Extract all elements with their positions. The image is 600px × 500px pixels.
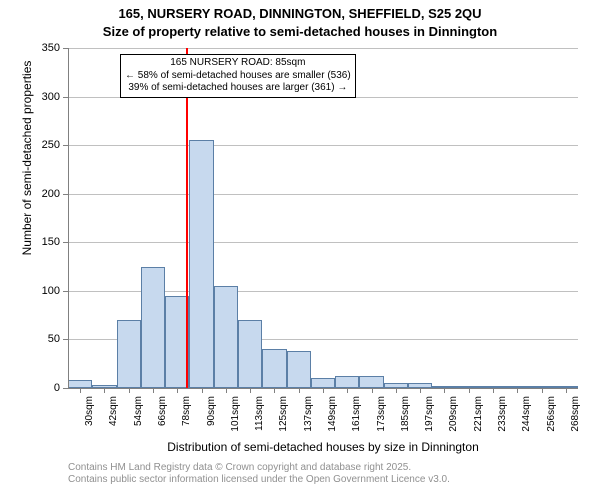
- x-tick-label: 268sqm: [570, 396, 581, 456]
- property-size-histogram: 165, NURSERY ROAD, DINNINGTON, SHEFFIELD…: [0, 0, 600, 500]
- x-tick-label: 221sqm: [473, 396, 484, 456]
- histogram-bar: [214, 286, 238, 388]
- x-tick-label: 185sqm: [400, 396, 411, 456]
- x-tick-label: 54sqm: [133, 396, 144, 456]
- x-tick-label: 197sqm: [424, 396, 435, 456]
- x-tick-label: 78sqm: [181, 396, 192, 456]
- x-tick-label: 149sqm: [327, 396, 338, 456]
- y-axis-line: [68, 48, 69, 388]
- histogram-bar: [117, 320, 141, 388]
- attribution-line1: Contains HM Land Registry data © Crown c…: [68, 462, 450, 474]
- callout-line2: ← 58% of semi-detached houses are smalle…: [125, 70, 351, 83]
- y-tick-label: 50: [30, 333, 60, 345]
- y-tick-label: 300: [30, 91, 60, 103]
- x-tick-label: 173sqm: [376, 396, 387, 456]
- x-tick-label: 101sqm: [230, 396, 241, 456]
- y-tick-label: 350: [30, 42, 60, 54]
- histogram-bar: [311, 378, 335, 388]
- chart-title-line2: Size of property relative to semi-detach…: [0, 24, 600, 39]
- y-tick-label: 0: [30, 382, 60, 394]
- histogram-bar: [189, 140, 213, 388]
- callout-line1: 165 NURSERY ROAD: 85sqm: [125, 57, 351, 70]
- callout-line3: 39% of semi-detached houses are larger (…: [125, 82, 351, 95]
- y-tick-label: 200: [30, 188, 60, 200]
- attribution: Contains HM Land Registry data © Crown c…: [68, 462, 450, 486]
- x-tick-label: 113sqm: [254, 396, 265, 456]
- y-tick-label: 150: [30, 236, 60, 248]
- x-tick-label: 30sqm: [84, 396, 95, 456]
- gridline: [68, 194, 578, 195]
- x-tick-label: 161sqm: [351, 396, 362, 456]
- histogram-bar: [335, 376, 359, 388]
- plot-area: [68, 48, 578, 388]
- x-axis-line: [68, 388, 578, 389]
- histogram-bar: [68, 380, 92, 388]
- property-marker-line: [186, 48, 188, 388]
- x-tick-label: 244sqm: [521, 396, 532, 456]
- gridline: [68, 145, 578, 146]
- y-tick-label: 250: [30, 139, 60, 151]
- attribution-line2: Contains public sector information licen…: [68, 474, 450, 486]
- gridline: [68, 48, 578, 49]
- histogram-bar: [287, 351, 311, 388]
- histogram-bar: [141, 267, 165, 388]
- x-tick-label: 137sqm: [303, 396, 314, 456]
- y-tick-label: 100: [30, 285, 60, 297]
- x-tick-label: 209sqm: [448, 396, 459, 456]
- x-tick-label: 125sqm: [278, 396, 289, 456]
- histogram-bar: [262, 349, 286, 388]
- x-tick-label: 66sqm: [157, 396, 168, 456]
- callout-box: 165 NURSERY ROAD: 85sqm ← 58% of semi-de…: [120, 54, 356, 98]
- chart-title-line1: 165, NURSERY ROAD, DINNINGTON, SHEFFIELD…: [0, 6, 600, 21]
- gridline: [68, 242, 578, 243]
- x-tick-label: 233sqm: [497, 396, 508, 456]
- x-tick-label: 42sqm: [108, 396, 119, 456]
- histogram-bar: [238, 320, 262, 388]
- x-tick-label: 256sqm: [546, 396, 557, 456]
- histogram-bar: [359, 376, 383, 388]
- x-tick-label: 90sqm: [206, 396, 217, 456]
